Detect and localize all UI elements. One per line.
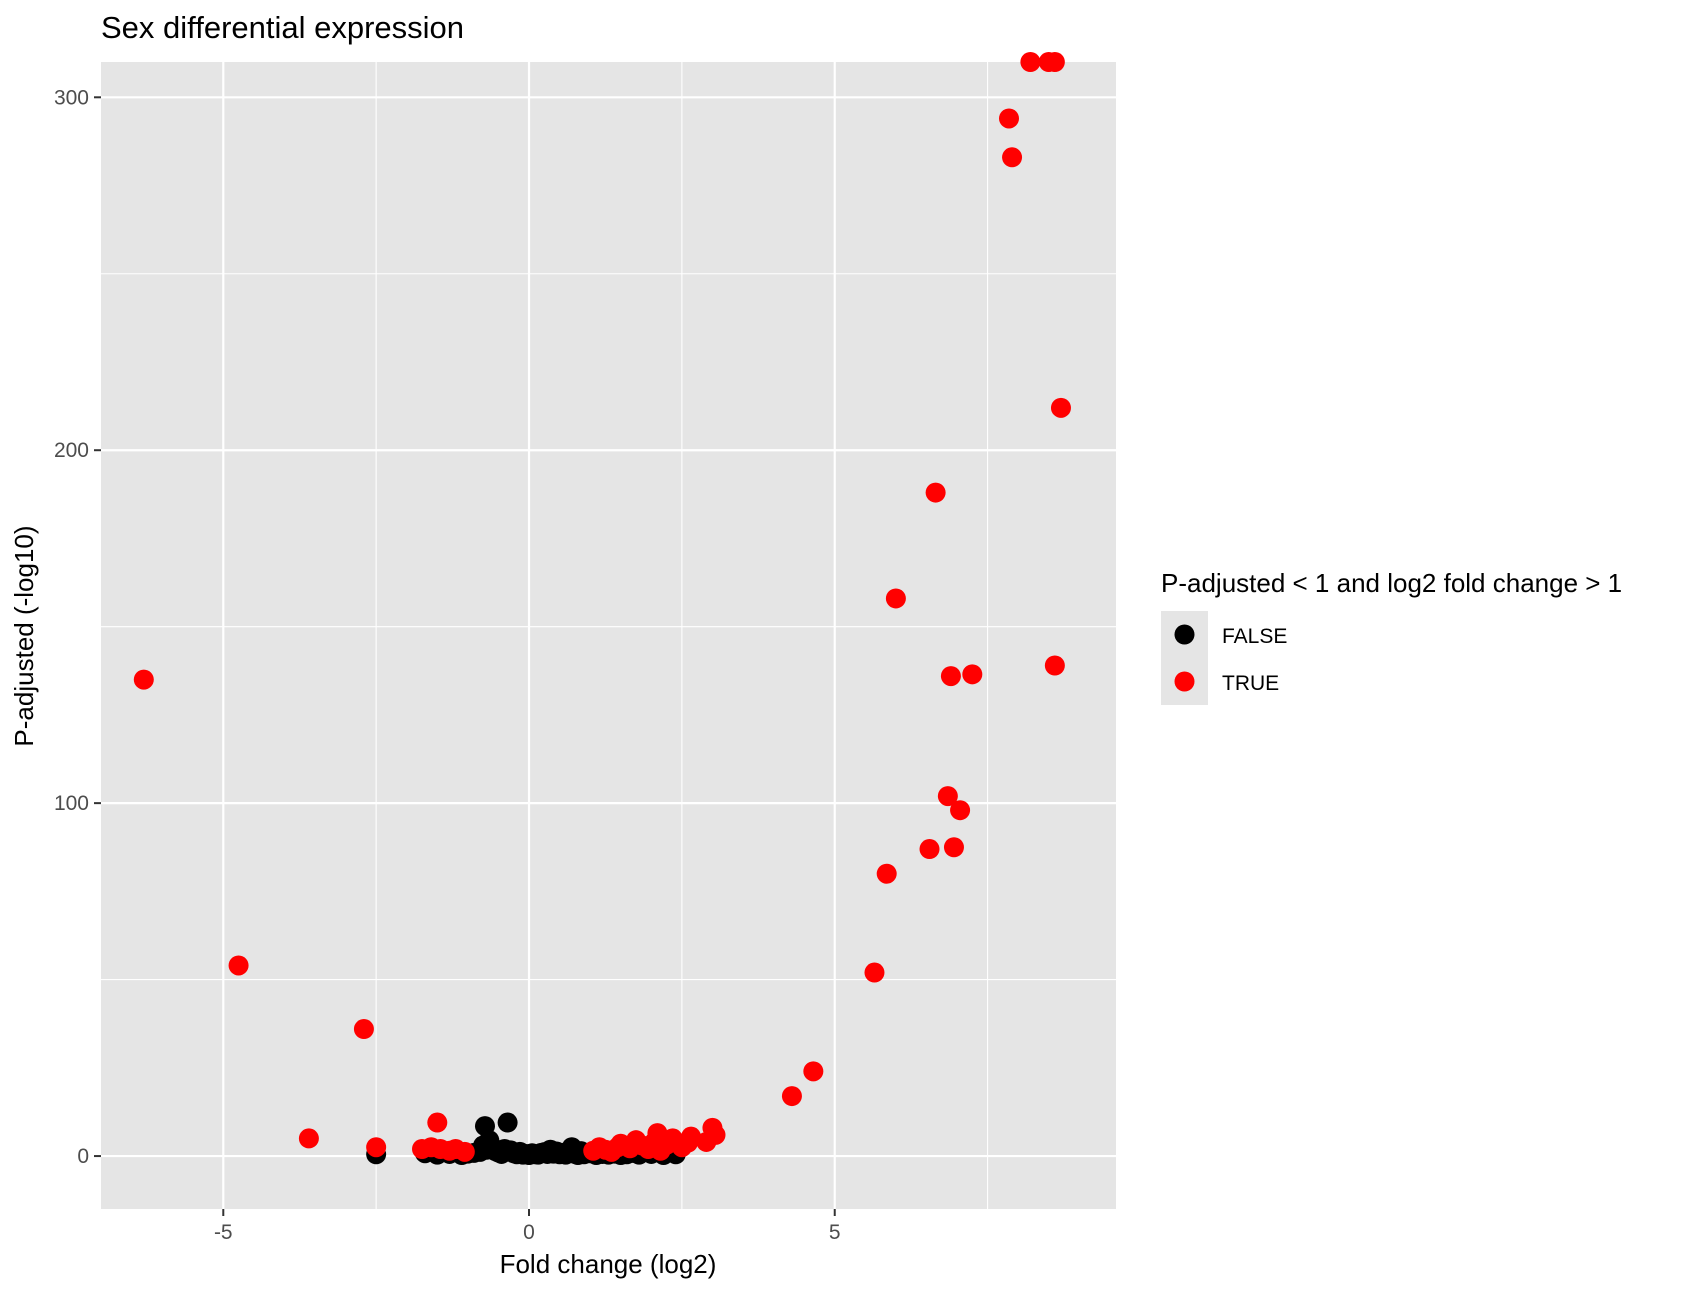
y-tick-label: 100 bbox=[54, 792, 89, 815]
data-point-true bbox=[133, 669, 154, 690]
data-point-true bbox=[298, 1128, 319, 1149]
y-tick-label: 300 bbox=[54, 86, 89, 109]
data-point-true bbox=[1044, 52, 1065, 72]
legend-key-false-marker bbox=[1174, 624, 1195, 645]
legend-label-true: TRUE bbox=[1222, 672, 1279, 695]
data-point-true bbox=[864, 962, 885, 983]
legend: P-adjusted < 1 and log2 fold change > 1 … bbox=[1161, 568, 1622, 705]
y-axis-label: P-adjusted (-log10) bbox=[9, 525, 39, 746]
data-point-true bbox=[940, 666, 961, 687]
data-point-true bbox=[803, 1061, 824, 1082]
x-tick-label: 0 bbox=[523, 1221, 535, 1244]
legend-label-false: FALSE bbox=[1222, 625, 1287, 648]
y-tick-label: 0 bbox=[77, 1145, 89, 1168]
data-point-true bbox=[228, 955, 249, 976]
grid-lines bbox=[101, 62, 1116, 1209]
data-point-true bbox=[366, 1137, 387, 1158]
data-point-false bbox=[497, 1112, 518, 1133]
legend-key-true-marker bbox=[1174, 671, 1195, 692]
data-point-true bbox=[876, 863, 897, 884]
data-point-true bbox=[885, 588, 906, 609]
data-point-true bbox=[998, 108, 1019, 129]
data-point-true bbox=[962, 664, 983, 685]
data-point-true bbox=[454, 1141, 475, 1162]
data-point-true bbox=[919, 839, 940, 860]
data-point-true bbox=[937, 786, 958, 807]
data-point-true bbox=[1050, 397, 1071, 418]
x-tick-label: -5 bbox=[214, 1221, 233, 1244]
data-point-true bbox=[705, 1124, 726, 1145]
legend-title: P-adjusted < 1 and log2 fold change > 1 bbox=[1161, 568, 1622, 598]
data-point-true bbox=[681, 1126, 702, 1147]
data-point-true bbox=[1044, 655, 1065, 676]
data-point-true bbox=[1020, 52, 1041, 72]
data-point-true bbox=[925, 482, 946, 503]
data-point-true bbox=[427, 1112, 448, 1133]
x-tick-label: 5 bbox=[829, 1221, 841, 1244]
series-true bbox=[133, 52, 1071, 1162]
plot-panel bbox=[101, 62, 1116, 1209]
x-axis-label: Fold change (log2) bbox=[500, 1249, 717, 1279]
data-point-true bbox=[950, 800, 971, 821]
y-tick-label: 200 bbox=[54, 439, 89, 462]
data-point-true bbox=[1002, 147, 1023, 168]
data-point-true bbox=[781, 1086, 802, 1107]
chart-title: Sex differential expression bbox=[101, 10, 464, 45]
data-point-true bbox=[353, 1019, 374, 1040]
data-points bbox=[133, 52, 1071, 1166]
data-point-true bbox=[943, 837, 964, 858]
